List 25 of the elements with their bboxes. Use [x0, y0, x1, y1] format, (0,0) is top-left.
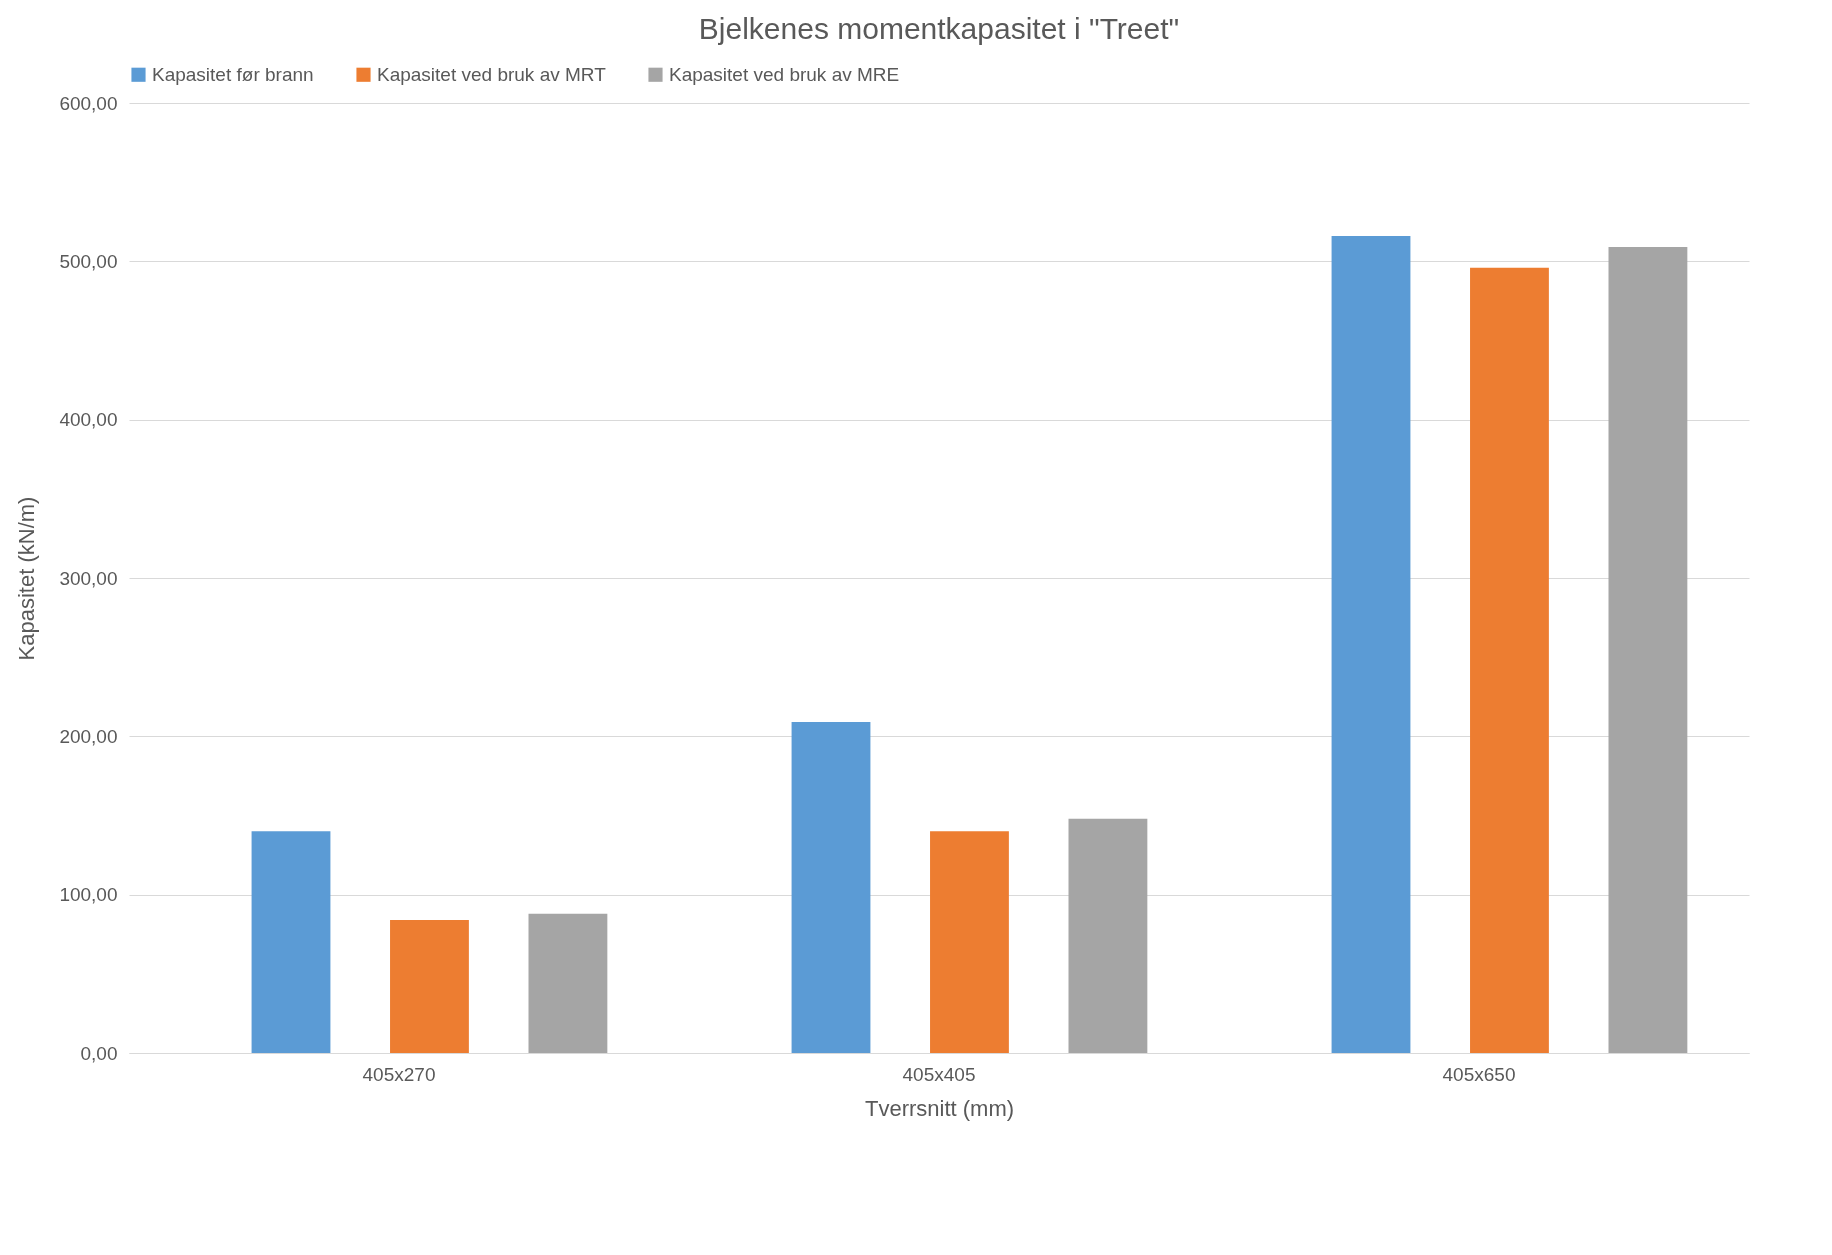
y-tick-label: 100,00 — [59, 884, 118, 906]
x-axis-title: Tverrsnitt (mm) — [864, 1095, 1015, 1121]
y-axis-title: Kapasitet (kN/m) — [14, 496, 40, 661]
legend-label: Kapasitet før brann — [152, 63, 314, 85]
bar — [390, 920, 469, 1053]
bar — [1470, 267, 1549, 1053]
legend-label: Kapasitet ved bruk av MRT — [377, 63, 607, 85]
x-tick-label: 405x405 — [902, 1063, 976, 1085]
legend-label: Kapasitet ved bruk av MRE — [669, 63, 900, 85]
bar — [791, 722, 871, 1053]
y-tick-label: 500,00 — [59, 250, 118, 272]
x-tick-label: 405x270 — [362, 1063, 436, 1085]
chart-title: Bjelkenes momentkapasitet i "Treet" — [698, 12, 1180, 45]
y-tick-label: 0,00 — [80, 1042, 118, 1064]
bar — [930, 831, 1009, 1053]
y-tick-label: 300,00 — [59, 567, 118, 589]
bar — [528, 913, 608, 1053]
bar — [251, 831, 331, 1053]
y-tick-label: 600,00 — [59, 92, 118, 114]
bar — [1331, 236, 1411, 1053]
bar — [1608, 247, 1688, 1053]
y-tick-label: 400,00 — [59, 409, 118, 431]
y-tick-label: 200,00 — [59, 725, 118, 747]
x-tick-label: 405x650 — [1442, 1063, 1516, 1085]
bar — [1068, 818, 1148, 1053]
